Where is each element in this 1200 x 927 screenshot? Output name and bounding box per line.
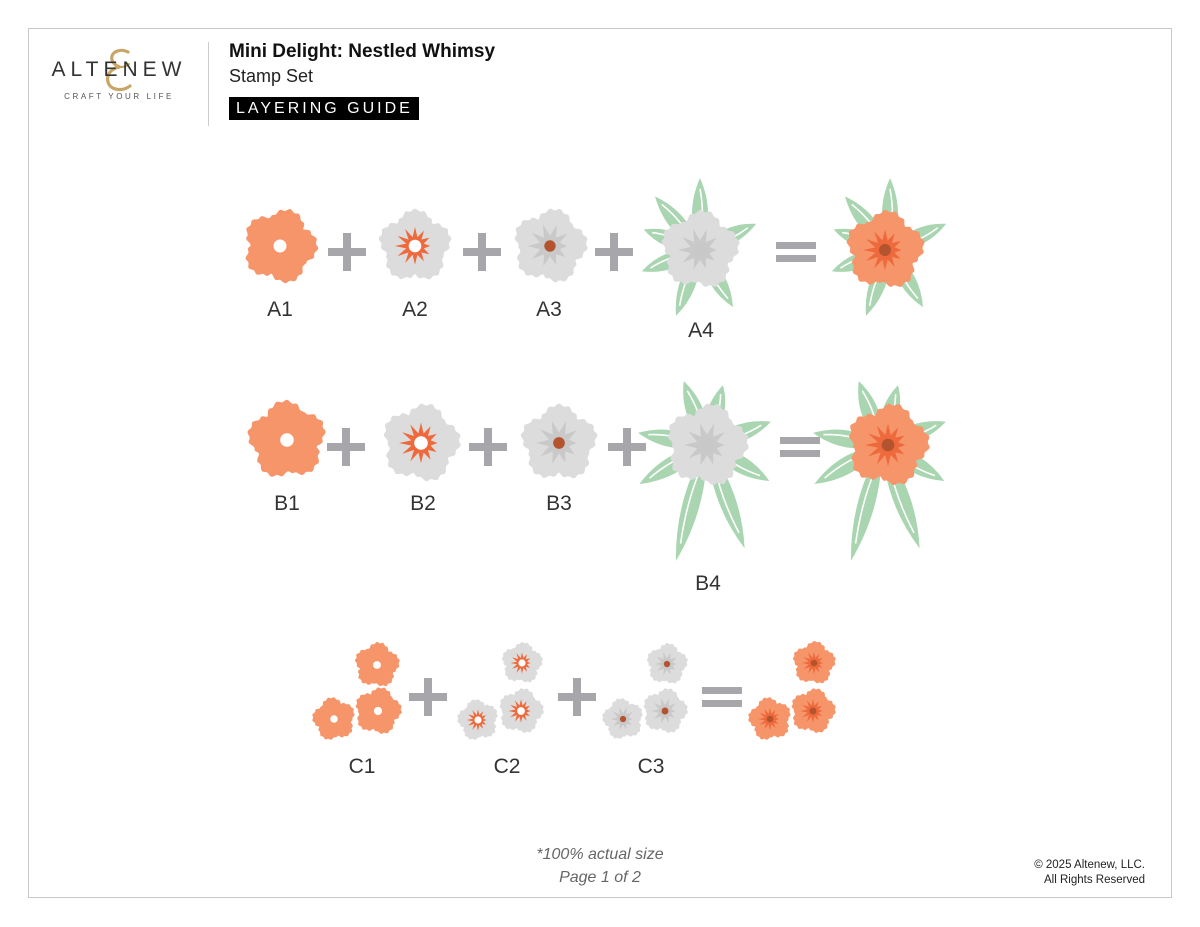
copyright: © 2025 Altenew, LLC. <box>1034 859 1145 871</box>
plus-icon <box>484 428 492 466</box>
plus-icon <box>610 233 618 271</box>
flower-center-hole <box>273 239 287 253</box>
flower-brown-center <box>553 437 565 449</box>
equals-icon <box>780 450 820 457</box>
altenew-logo: ALTENEW CRAFT YOUR LIFE <box>44 48 194 102</box>
flower-brown-center <box>879 244 891 256</box>
flower-brown-center <box>619 715 627 723</box>
flower-center-hole <box>474 716 482 724</box>
flower-brown-center <box>766 715 774 723</box>
plus-icon <box>478 233 486 271</box>
stamp-label: A1 <box>267 298 293 321</box>
stamp-label: B1 <box>274 492 300 515</box>
stamp-label: B4 <box>695 572 721 595</box>
flower-center-hole <box>517 707 525 715</box>
logo-tagline: CRAFT YOUR LIFE <box>64 92 174 101</box>
plus-icon <box>342 428 350 466</box>
flower-center-hole <box>330 715 338 723</box>
stamp-label: B3 <box>546 492 572 515</box>
logo-wordmark: ALTENEW <box>44 48 194 92</box>
flower-center-hole <box>280 433 294 447</box>
actual-size-note: *100% actual size <box>536 846 664 863</box>
page-title: Mini Delight: Nestled Whimsy <box>229 41 496 62</box>
equals-icon <box>780 437 820 444</box>
flower-brown-center <box>663 660 671 668</box>
rights-reserved: All Rights Reserved <box>1044 874 1145 886</box>
stamp-label: A3 <box>536 298 562 321</box>
equals-icon <box>776 242 816 249</box>
header-divider <box>208 42 209 126</box>
flower-center-hole <box>518 659 526 667</box>
stamp-label: A4 <box>688 319 714 342</box>
stamp-label: C2 <box>493 755 521 778</box>
plus-icon <box>623 428 631 466</box>
layering-guide-badge: LAYERING GUIDE <box>229 97 419 120</box>
plus-icon <box>573 678 581 716</box>
stamp-label: C1 <box>348 755 376 778</box>
flower-center <box>694 244 706 256</box>
stamp-label: B2 <box>410 492 436 515</box>
logo-brand-text: ALTENEW <box>51 58 187 81</box>
flower-center <box>701 439 713 451</box>
flower-center-hole <box>373 661 381 669</box>
flower-center-hole <box>408 239 422 253</box>
plus-icon <box>424 678 432 716</box>
flower-brown-center <box>661 707 669 715</box>
stamp-label: C3 <box>637 755 665 778</box>
page-frame <box>28 28 1172 898</box>
page-subtitle: Stamp Set <box>229 66 314 86</box>
flower-brown-center <box>544 240 556 252</box>
flower-brown-center <box>881 438 895 452</box>
equals-icon <box>702 687 742 694</box>
equals-icon <box>702 700 742 707</box>
equals-icon <box>776 255 816 262</box>
flower-center-hole <box>414 436 428 450</box>
plus-icon <box>343 233 351 271</box>
flower-center-hole <box>373 706 383 716</box>
flower-brown-center <box>810 659 818 667</box>
flower-brown-center <box>809 707 817 715</box>
stamp-label: A2 <box>402 298 428 321</box>
logo-ampersand-icon <box>106 48 132 92</box>
page-number: Page 1 of 2 <box>559 869 641 886</box>
